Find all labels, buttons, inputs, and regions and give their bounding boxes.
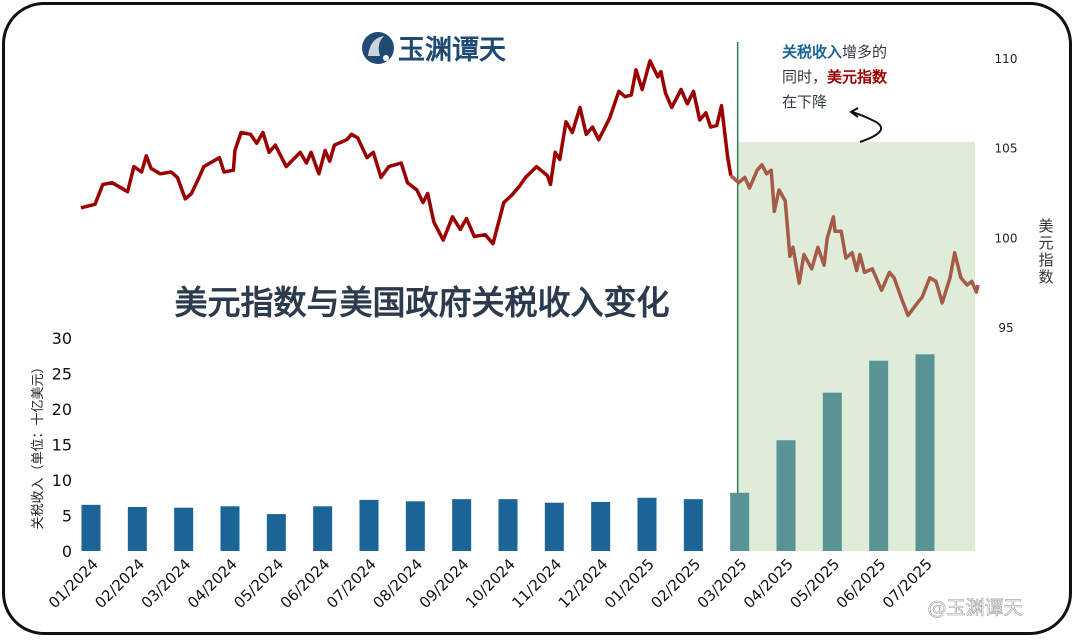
y-tick-right: 100 [995,231,1018,245]
bar [730,492,750,551]
bar [266,514,286,551]
arrowhead-icon [849,107,859,118]
annotation-part: 美元指数 [827,68,888,86]
annotation-part: 增多的 [842,43,887,61]
watermark: @玉渊谭天 [927,597,1022,619]
x-tick-label: 05/2024 [230,555,287,612]
logo-dot-icon [383,55,389,61]
y-axis-label-right-char: 数 [1038,268,1053,286]
x-tick-label: 12/2024 [555,555,612,612]
bar [869,360,889,551]
logo: 玉渊谭天 [362,32,506,66]
x-tick-label: 06/2025 [833,555,890,612]
bar [683,499,703,551]
bar [81,504,101,551]
bar [498,499,518,551]
annotation-arrow-icon [851,111,883,143]
y-tick-right: 95 [998,321,1013,335]
x-tick-label: 11/2024 [508,555,565,612]
bar [591,502,611,551]
bar [127,506,147,551]
bar [313,506,333,551]
annotation: 关税收入增多的 同时，美元指数 在下降 [782,43,888,143]
bar [174,507,194,551]
bar [822,392,842,551]
x-tick-label: 03/2024 [138,555,195,612]
y-tick-left: 10 [52,471,72,490]
svg-text:关税收入增多的: 关税收入增多的 [782,43,887,61]
x-tick-label: 10/2024 [462,555,519,612]
x-tick-label: 01/2025 [601,555,658,612]
dollar-index-line-highlight [729,163,980,318]
y-tick-left: 5 [62,507,72,526]
y-tick-left: 30 [52,329,72,348]
annotation-part: 同时， [782,68,827,86]
x-tick-label: 09/2024 [416,555,473,612]
svg-text:在下降: 在下降 [782,93,827,111]
bar [220,506,240,551]
x-tick-label: 04/2024 [184,555,241,612]
x-tick-label: 02/2024 [91,555,148,612]
chart-title: 美元指数与美国政府关税收入变化 [175,283,670,322]
y-axis-label-right-char: 元 [1038,234,1053,252]
bar [915,354,935,551]
y-axis-label-right-char: 指 [1038,251,1053,269]
bar [776,440,796,551]
x-tick-label: 05/2025 [786,555,843,612]
bar [359,499,379,551]
dollar-index-line [80,59,733,246]
y-tick-left: 25 [52,365,72,384]
svg-text:同时，美元指数: 同时，美元指数 [782,68,888,86]
x-tick-label: 08/2024 [369,555,426,612]
annotation-part: 在下降 [782,93,827,111]
y-tick-right: 105 [995,142,1018,156]
x-tick-label: 04/2025 [740,555,797,612]
y-tick-left: 15 [52,436,72,455]
y-tick-left: 20 [52,400,72,419]
bar [637,497,657,551]
x-tick-label: 01/2024 [45,555,102,612]
y-tick-left: 0 [62,542,72,561]
card-frame [2,2,1072,635]
x-tick-label: 06/2024 [277,555,334,612]
x-tick-label: 03/2025 [694,555,751,612]
y-tick-right: 110 [995,52,1018,66]
bar [544,502,564,551]
bar [405,501,425,551]
bar [452,499,472,551]
x-tick-label: 07/2024 [323,555,380,612]
x-tick-label: 02/2025 [647,555,704,612]
y-axis-label-left: 关税收入（单位：十亿美元） [31,360,46,529]
logo-text: 玉渊谭天 [398,35,506,66]
annotation-part: 关税收入 [782,43,842,61]
logo-wave-icon [368,36,384,56]
y-axis-label-right-char: 美 [1038,217,1053,235]
